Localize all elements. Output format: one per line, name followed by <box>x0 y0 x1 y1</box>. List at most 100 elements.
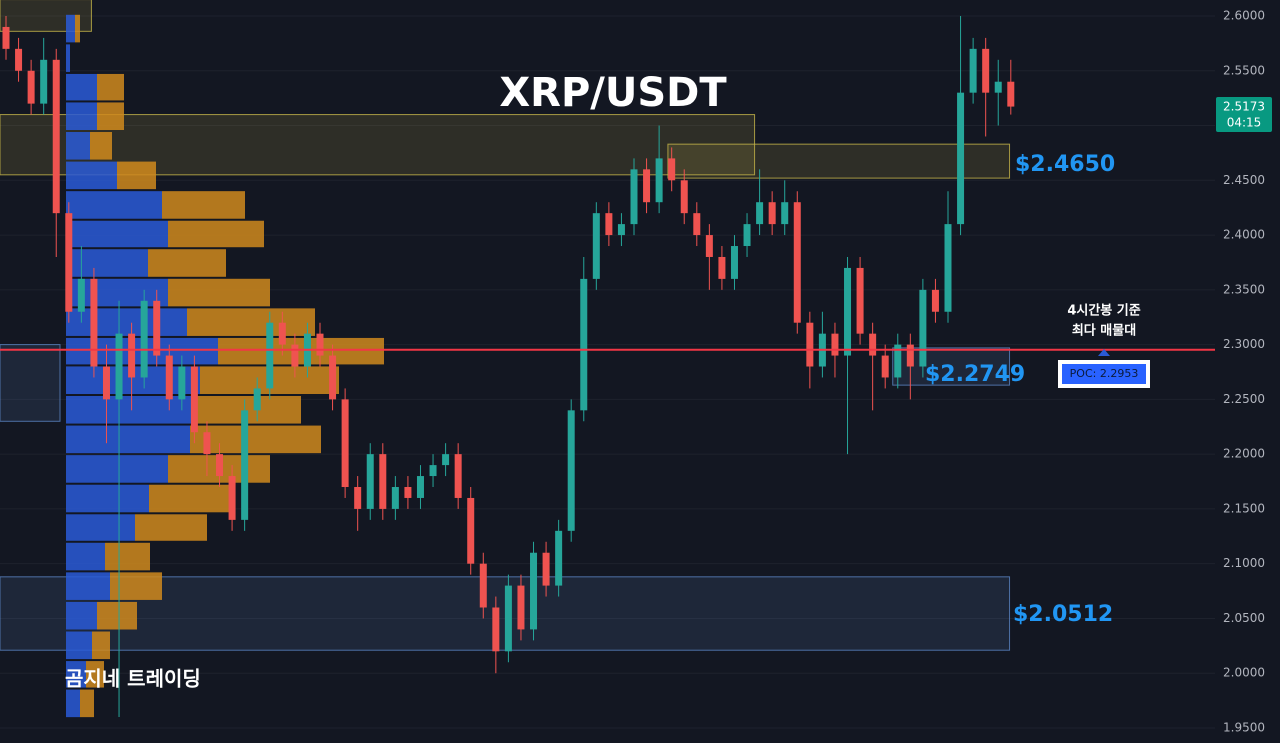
candle-body <box>693 213 701 236</box>
candle-body <box>266 322 274 389</box>
candle-body <box>253 388 261 411</box>
poc-label: POC: 2.2953 <box>1070 367 1139 380</box>
candle-body <box>617 224 625 236</box>
profile-sell <box>90 132 112 160</box>
candle-body <box>165 355 173 400</box>
candle-body <box>793 202 801 323</box>
y-tick-label: 2.2500 <box>1223 392 1265 406</box>
candle-body <box>329 355 337 400</box>
profile-buy <box>66 73 97 101</box>
candle-body <box>517 585 525 630</box>
candle-body <box>77 278 85 312</box>
last-price: 2.5173 <box>1223 100 1265 114</box>
candle-body <box>128 333 136 378</box>
candle-body <box>919 289 927 367</box>
candle-body <box>718 256 726 279</box>
profile-buy <box>66 631 92 660</box>
profile-sell <box>117 161 156 190</box>
candle-body <box>404 487 412 498</box>
profile-sell <box>80 689 94 718</box>
profile-sell <box>97 102 124 131</box>
profile-sell <box>187 308 315 336</box>
candle-body <box>228 476 236 520</box>
candle-body <box>52 59 60 214</box>
profile-sell <box>135 514 207 541</box>
profile-buy <box>66 514 135 541</box>
profile-buy <box>66 249 148 277</box>
candle-body <box>178 366 186 400</box>
profile-sell <box>97 73 124 101</box>
candle-body <box>982 48 990 93</box>
candle-body <box>379 454 387 509</box>
candle-body <box>944 224 952 312</box>
profile-buy <box>66 484 149 513</box>
candle-body <box>630 169 638 225</box>
candle-body <box>115 333 123 400</box>
candle-body <box>530 552 538 630</box>
candle-body <box>906 344 914 367</box>
profile-buy <box>66 220 168 248</box>
y-tick-label: 2.1500 <box>1223 501 1265 515</box>
candle-body <box>743 224 751 247</box>
candle-body <box>241 410 249 520</box>
candle-body <box>931 289 939 312</box>
candle-body <box>454 454 462 498</box>
y-tick-label: 2.4000 <box>1223 228 1265 242</box>
countdown: 04:15 <box>1227 116 1262 130</box>
candle-body <box>15 48 23 71</box>
profile-buy <box>66 102 97 131</box>
candle-body <box>203 432 211 455</box>
profile-sell <box>190 425 321 454</box>
profile-buy <box>66 455 168 483</box>
candle-body <box>957 92 965 225</box>
candle-body <box>190 366 198 433</box>
candle-body <box>366 454 374 509</box>
y-tick-label: 2.3500 <box>1223 282 1265 296</box>
profile-buy <box>66 689 80 718</box>
profile-sell <box>149 484 230 513</box>
candle-body <box>680 180 688 214</box>
chart-title: XRP/USDT <box>499 70 727 116</box>
candle-body <box>153 300 161 356</box>
profile-buy <box>66 572 110 600</box>
profile-sell <box>168 278 270 307</box>
candle-body <box>869 333 877 356</box>
y-tick-label: 2.0500 <box>1223 611 1265 625</box>
profile-buy <box>66 425 190 454</box>
profile-buy <box>66 44 70 72</box>
candle-body <box>831 333 839 356</box>
candle-body <box>605 213 613 236</box>
profile-sell <box>105 542 150 571</box>
y-tick-label: 2.0000 <box>1223 666 1265 680</box>
candle-body <box>90 278 98 367</box>
profile-buy <box>66 395 192 424</box>
candle-body <box>316 333 324 356</box>
candle-body <box>894 344 902 378</box>
y-tick-label: 2.5500 <box>1223 63 1265 77</box>
candle-body <box>27 70 35 104</box>
candle-body <box>705 235 713 257</box>
candle-body <box>655 158 663 203</box>
candle-body <box>416 476 424 498</box>
candle-body <box>65 213 73 312</box>
profile-buy <box>66 542 105 571</box>
profile-sell <box>168 220 264 248</box>
candle-body <box>467 497 475 564</box>
candle-body <box>806 322 814 367</box>
candle-body <box>2 26 10 49</box>
profile-buy <box>66 161 117 190</box>
level-label: $2.0512 <box>1013 602 1113 627</box>
profile-sell <box>218 337 384 365</box>
candle-body <box>580 278 588 411</box>
candle-body <box>756 202 764 225</box>
candle-body <box>969 48 977 93</box>
candle-body <box>479 563 487 608</box>
y-tick-label: 2.6000 <box>1223 8 1265 22</box>
candle-body <box>354 487 362 509</box>
candle-body <box>994 81 1002 93</box>
note: 최다 매물대 <box>1072 323 1136 339</box>
candle-body <box>555 530 563 586</box>
candle-body <box>504 585 512 652</box>
